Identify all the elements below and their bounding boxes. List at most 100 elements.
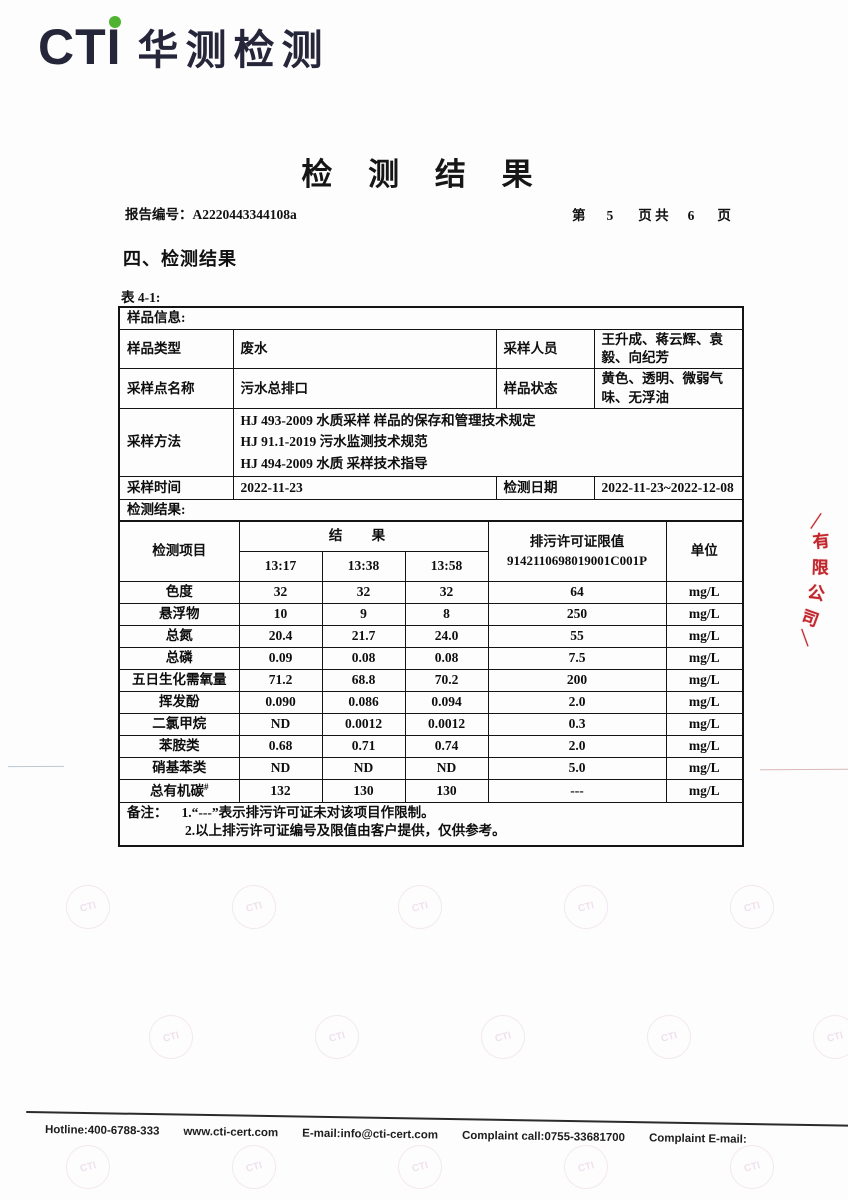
table-row: 二氯甲烷 ND 0.0012 0.0012 0.3 mg/L: [118, 712, 744, 736]
watermark-circle: CTI: [393, 880, 447, 934]
sample-type-value: 废水: [232, 328, 497, 370]
result-value: 0.08: [321, 646, 406, 670]
scan-fold-line-left: [7, 765, 65, 768]
table-row: 总磷 0.09 0.08 0.08 7.5 mg/L: [118, 646, 744, 670]
footer-hotline: Hotline:400-6788-333: [44, 1124, 160, 1138]
limit-value: 2.0: [487, 734, 667, 758]
page-word-3: 页: [717, 208, 731, 223]
watermark-circle: CTI: [310, 1010, 364, 1064]
item-name-text: 总有机碳: [150, 783, 204, 799]
method-line: HJ 494-2009 水质 采样技术指导: [240, 456, 428, 472]
cti-logo-letters: CTI: [38, 16, 122, 72]
tables-wrapper: 样品信息: 样品类型 废水 采样人员 王升成、蒋云辉、袁毅、向纪芳 采样点名称 …: [118, 306, 744, 847]
limit-value: 5.0: [487, 756, 667, 780]
table-row: 色度 32 32 32 64 mg/L: [118, 580, 744, 604]
unit-value: mg/L: [665, 580, 744, 604]
result-value: 0.71: [321, 734, 406, 758]
result-value: 21.7: [321, 624, 406, 648]
note-text-1: 1.“---”表示排污许可证未对该项目作限制。: [181, 804, 435, 820]
limit-value: 55: [487, 624, 667, 648]
footer-contact-row: Hotline:400-6788-333 www.cti-cert.com E-…: [45, 1124, 848, 1147]
watermark-circle: CTI: [725, 1140, 779, 1194]
item-name: 色度: [118, 580, 240, 604]
result-value: 32: [404, 580, 489, 604]
sampling-method-label: 采样方法: [118, 407, 234, 477]
result-value: 0.0012: [321, 712, 406, 736]
table-header-row: 13:17 13:38 13:58: [119, 550, 743, 582]
results-section-header: 检测结果:: [118, 498, 744, 522]
limit-column-header: 排污许可证限值 9142110698019001C001P: [487, 520, 667, 582]
watermark-circle: CTI: [144, 1010, 198, 1064]
item-name: 总氮: [118, 624, 240, 648]
result-value: 32: [321, 580, 406, 604]
method-line: HJ 493-2009 水质采样 样品的保存和管理技术规定: [240, 412, 536, 428]
watermark-circle: CTI: [393, 1140, 447, 1194]
page-indicator: 第 5 页 共 6 页: [572, 204, 731, 224]
company-seal-fragment: ／ 有 限 公 司 ＼: [778, 511, 848, 651]
result-value: 0.74: [404, 734, 489, 758]
item-name: 挥发酚: [118, 690, 240, 714]
table-row: 硝基苯类 ND ND ND 5.0 mg/L: [118, 756, 744, 780]
page-total: 6: [687, 208, 695, 223]
table-row: 样品信息:: [118, 306, 744, 330]
footer-divider: [25, 1111, 848, 1127]
notes-row: 备注： 1.“---”表示排污许可证未对该项目作限制。 2.以上排污许可证编号及…: [118, 801, 744, 847]
table-row: 总有机碳# 132 130 130 --- mg/L: [118, 778, 744, 803]
watermark-circle: CTI: [725, 880, 779, 934]
notes-label: 备注：: [127, 804, 168, 820]
result-value: 130: [404, 778, 489, 803]
item-name: 五日生化需氧量: [118, 668, 240, 692]
time-header-2: 13:38: [321, 550, 406, 582]
result-value: 0.08: [404, 646, 489, 670]
sampling-point-value: 污水总排口: [232, 368, 497, 409]
watermark-circle: CTI: [559, 1140, 613, 1194]
unit-value: mg/L: [665, 668, 744, 692]
table-row: 总氮 20.4 21.7 24.0 55 mg/L: [118, 624, 744, 648]
unit-value: mg/L: [665, 778, 744, 803]
table-row: 苯胺类 0.68 0.71 0.74 2.0 mg/L: [118, 734, 744, 758]
time-header-3: 13:58: [404, 550, 489, 582]
unit-value: mg/L: [665, 602, 744, 626]
item-name: 悬浮物: [118, 602, 240, 626]
report-number-value: A2220443344108a: [192, 207, 297, 222]
unit-value: mg/L: [665, 646, 744, 670]
limit-header-title: 排污许可证限值: [529, 534, 625, 550]
limit-value: 250: [487, 602, 667, 626]
sampling-time-label: 采样时间: [118, 475, 234, 500]
notes-cell: 备注： 1.“---”表示排污许可证未对该项目作限制。 2.以上排污许可证编号及…: [118, 801, 744, 847]
result-value: ND: [404, 756, 489, 780]
limit-value: 0.3: [487, 712, 667, 736]
footer-email: E-mail:info@cti-cert.com: [302, 1127, 439, 1142]
samplers-label: 采样人员: [495, 328, 595, 370]
watermark-circle: CTI: [227, 880, 281, 934]
section-heading: 四、检测结果: [123, 249, 237, 269]
footer-complaint-call: Complaint call:0755-33681700: [461, 1129, 626, 1145]
table-row: 采样方法 HJ 493-2009 水质采样 样品的保存和管理技术规定 HJ 91…: [118, 407, 744, 477]
unit-value: mg/L: [665, 756, 744, 780]
result-value: 0.090: [238, 690, 323, 714]
page-word-1: 第: [572, 208, 586, 223]
watermark-circle: CTI: [227, 1140, 281, 1194]
item-name: 总磷: [118, 646, 240, 670]
table-row: 悬浮物 10 9 8 250 mg/L: [118, 602, 744, 626]
page-current: 5: [606, 208, 614, 223]
green-dot-icon: [109, 16, 121, 28]
result-value: 10: [238, 602, 323, 626]
unit-value: mg/L: [665, 712, 744, 736]
unit-value: mg/L: [665, 734, 744, 758]
watermark-circle: CTI: [559, 880, 613, 934]
footnote-marker: #: [204, 781, 209, 792]
result-value: 32: [238, 580, 323, 604]
note-line-2: 2.以上排污许可证编号及限值由客户提供，仅供参考。: [185, 822, 506, 838]
result-value: 9: [321, 602, 406, 626]
result-value: 0.094: [404, 690, 489, 714]
result-column-header: 结 果: [238, 520, 489, 552]
table-row: 挥发酚 0.090 0.086 0.094 2.0 mg/L: [118, 690, 744, 714]
item-name: 二氯甲烷: [118, 712, 240, 736]
result-value: 130: [321, 778, 406, 803]
test-date-label: 检测日期: [495, 475, 595, 500]
limit-value: 7.5: [487, 646, 667, 670]
result-value: 0.086: [321, 690, 406, 714]
samplers-value: 王升成、蒋云辉、袁毅、向纪芳: [593, 328, 744, 370]
